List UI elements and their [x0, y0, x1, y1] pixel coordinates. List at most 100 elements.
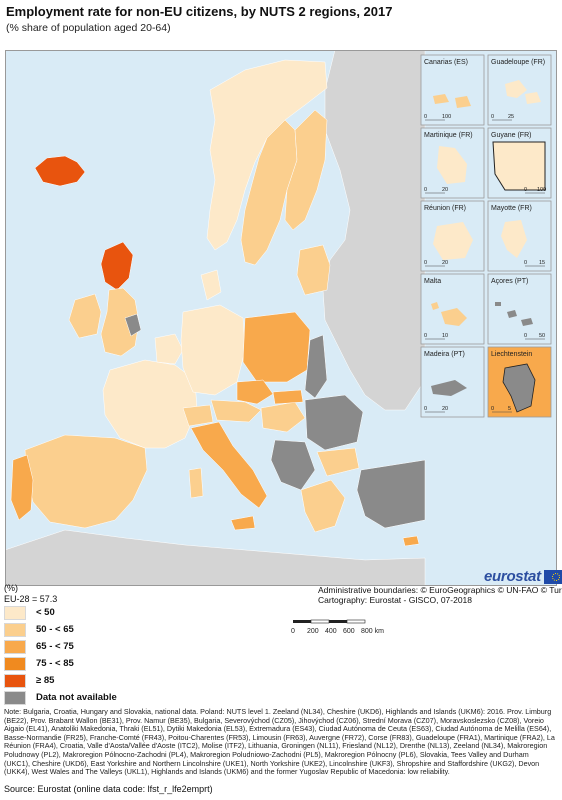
credits-cartography: Cartography: Eurostat - GISCO, 07-2018: [318, 595, 473, 605]
inset-scale-max: 10: [442, 333, 448, 339]
inset-scale-min: 0: [424, 260, 427, 266]
map-title: Employment rate for non-EU citizens, by …: [6, 4, 393, 19]
inset-scale-min: 0: [491, 114, 494, 120]
inset-scale-max: 25: [508, 114, 514, 120]
inset-label: Açores (PT): [491, 278, 528, 285]
inset-scale-max: 15: [539, 260, 545, 266]
region-scotland: [100, 241, 134, 291]
region-benelux: [154, 333, 184, 365]
inset-scale-min: 0: [524, 333, 527, 339]
inset-scale-max: 50: [539, 333, 545, 339]
legend-item: Data not available: [4, 689, 284, 706]
inset-label: Martinique (FR): [424, 132, 473, 139]
region-romania: [304, 394, 364, 451]
legend-swatch: [4, 690, 26, 705]
legend-swatch: [4, 673, 26, 688]
region-greece: [300, 479, 346, 533]
region-turkey: [356, 459, 426, 529]
credits-boundaries: Administrative boundaries: © EuroGeograp…: [318, 585, 562, 595]
scale-tick: 200: [307, 628, 319, 635]
legend-label: 65 - < 75: [36, 641, 74, 652]
inset-label: Guadeloupe (FR): [491, 59, 545, 66]
region-baltics: [296, 244, 331, 296]
eu-flag-icon: [543, 569, 562, 584]
inset-scale-max: 20: [442, 187, 448, 193]
region-cyprus: [402, 535, 420, 547]
region-slovakia: [272, 389, 304, 405]
region-poland: [242, 311, 311, 383]
inset-scale-min: 0: [424, 333, 427, 339]
legend-swatch: [4, 639, 26, 654]
inset-scale-min: 0: [491, 406, 494, 412]
map-frame: [5, 50, 557, 586]
inset-mayotte: Mayotte (FR) 0 15: [487, 200, 552, 272]
legend-swatch: [4, 605, 26, 620]
legend-label: 50 - < 65: [36, 624, 74, 635]
inset-canarias: Canarias (ES) 0 100: [420, 54, 485, 126]
region-sicily: [230, 515, 256, 531]
legend-label: ≥ 85: [36, 675, 55, 686]
inset-scale-min: 0: [524, 187, 527, 193]
region-finland: [284, 109, 328, 231]
inset-scale-max: 5: [508, 406, 511, 412]
region-switzerland: [182, 404, 214, 427]
eurostat-wordmark: eurostat: [484, 568, 541, 585]
legend-eu-average: EU-28 = 57.3: [4, 594, 58, 604]
inset-scale-min: 0: [424, 187, 427, 193]
inset-madeira: Madeira (PT) 0 20: [420, 346, 485, 418]
region-sardinia: [188, 467, 204, 499]
legend-item: < 50: [4, 604, 284, 621]
region-non-eu-east: [322, 49, 426, 411]
legend-swatch: [4, 656, 26, 671]
inset-scale-max: 100: [537, 187, 546, 193]
map-area: Canarias (ES) 0 100 Guadeloupe (FR) 0 25…: [4, 49, 557, 587]
inset-scale-max: 100: [442, 114, 451, 120]
inset-martinique: Martinique (FR) 0 20: [420, 127, 485, 199]
region-denmark: [200, 269, 222, 301]
region-italy: [190, 421, 268, 509]
legend-unit: (%): [4, 583, 18, 593]
region-austria: [210, 399, 262, 423]
inset-label: Guyane (FR): [491, 132, 531, 139]
inset-scale-max: 20: [442, 260, 448, 266]
map-credits: Administrative boundaries: © EuroGeograp…: [318, 585, 562, 605]
inset-label: Madeira (PT): [424, 351, 465, 358]
scale-tick: 400: [325, 628, 337, 635]
region-portugal: [10, 454, 34, 521]
inset-acores: Açores (PT) 0 50: [487, 273, 552, 345]
inset-malta: Malta 0 10: [420, 273, 485, 345]
region-uk-north-east: [124, 313, 142, 337]
inset-label: Mayotte (FR): [491, 205, 532, 212]
legend-label: < 50: [36, 607, 55, 618]
region-iceland: [34, 155, 86, 187]
inset-label: Malta: [424, 278, 441, 285]
legend: (%) EU-28 = 57.3 < 50 50 - < 65 65 - < 7…: [4, 583, 284, 706]
europe-map: Canarias (ES) 0 100 Guadeloupe (FR) 0 25…: [4, 49, 557, 587]
inset-scale-min: 0: [424, 406, 427, 412]
scale-tick: 0: [291, 628, 295, 635]
legend-label: 75 - < 85: [36, 658, 74, 669]
data-source: Source: Eurostat (online data code: lfst…: [4, 784, 213, 794]
inset-guyane: Guyane (FR) 0 100: [487, 127, 552, 199]
inset-scale-max: 20: [442, 406, 448, 412]
inset-scale-min: 0: [524, 260, 527, 266]
region-germany: [180, 304, 246, 396]
region-norway: [206, 59, 328, 251]
legend-swatch: [4, 622, 26, 637]
map-subtitle: (% share of population aged 20-64): [6, 22, 171, 34]
region-bulgaria: [316, 447, 360, 477]
scale-tick: 600: [343, 628, 355, 635]
region-england: [100, 287, 140, 357]
inset-liechtenstein: Liechtenstein 0 5: [487, 346, 552, 418]
legend-label: Data not available: [36, 692, 117, 703]
legend-item: 50 - < 65: [4, 621, 284, 638]
region-no-data-east: [304, 334, 328, 399]
inset-label: Réunion (FR): [424, 205, 466, 212]
scale-bar: 0 200 400 600 800 km: [289, 618, 419, 642]
region-france: [102, 359, 198, 449]
inset-scale-min: 0: [424, 114, 427, 120]
legend-item: 65 - < 75: [4, 638, 284, 655]
map-note: Note: Bulgaria, Croatia, Hungary and Slo…: [4, 707, 555, 777]
legend-item: ≥ 85: [4, 672, 284, 689]
inset-label: Liechtenstein: [491, 351, 532, 358]
